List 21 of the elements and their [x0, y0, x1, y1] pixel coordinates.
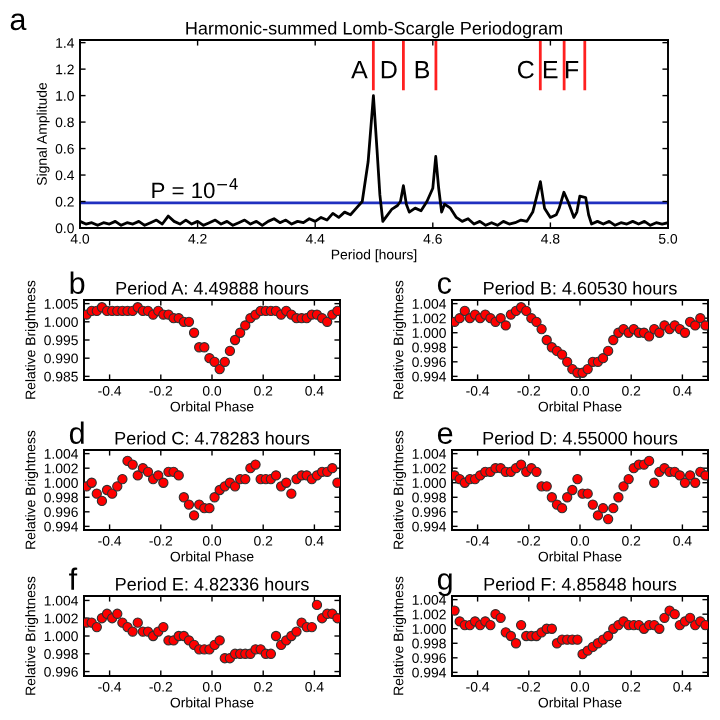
chart-title: Period A: 4.49888 hours	[116, 281, 309, 295]
text: e	[437, 427, 453, 444]
text: f	[69, 567, 78, 590]
annotation: P = 10$^{−4}$	[152, 178, 238, 199]
ref-line-label: D	[381, 61, 397, 79]
chart-title: Period C: 4.78283 hours	[115, 431, 310, 445]
chart-title: Harmonic-summed Lomb-Scargle Periodogram	[186, 21, 562, 39]
ref-line-label: F	[566, 61, 579, 79]
ref-line-label: B	[415, 61, 430, 79]
text: a	[10, 13, 27, 31]
ref-line-label: E	[543, 61, 558, 79]
text: b	[70, 271, 85, 294]
chart-title: Period B: 4.60530 hours	[484, 281, 677, 295]
ref-line-label: C	[517, 60, 534, 79]
chart-title: Period D: 4.55000 hours	[483, 431, 678, 445]
text: d	[69, 421, 84, 444]
text: c	[437, 277, 452, 294]
text: g	[437, 573, 452, 596]
chart-title: Period E: 4.82336 hours	[116, 577, 309, 591]
chart-title: Period F: 4.85848 hours	[484, 577, 677, 591]
ref-line-label: A	[351, 61, 368, 79]
